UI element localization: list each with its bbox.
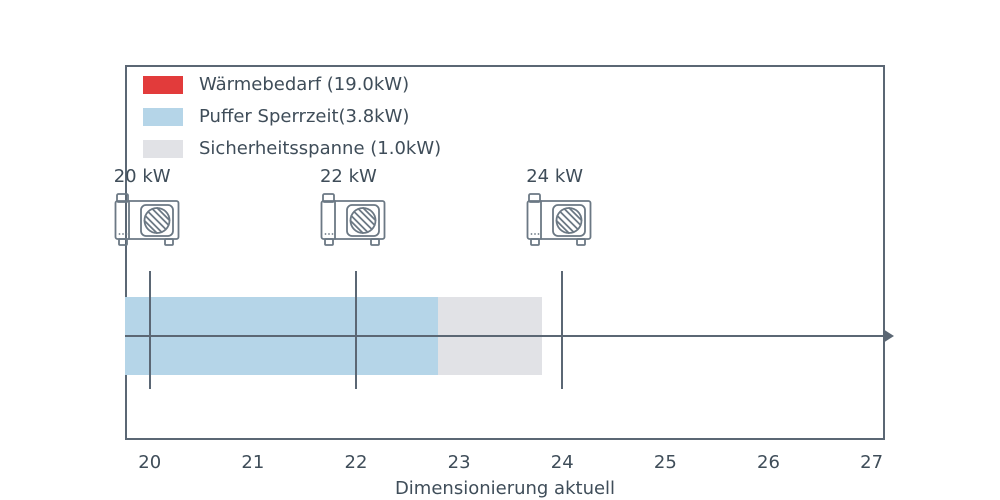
heat-pump-icon — [114, 193, 180, 246]
pump-size-marker-22kw — [354, 271, 357, 389]
heat-pump-icon — [526, 193, 592, 246]
x-tick-label-26: 26 — [757, 452, 780, 473]
heat-pump-24kw: 24 kW — [526, 166, 598, 248]
axis-arrow-head — [883, 329, 894, 343]
x-tick-label-24: 24 — [550, 452, 574, 473]
pump-size-marker-20kw — [148, 271, 151, 389]
x-tick-label-20: 20 — [138, 452, 162, 473]
legend-item-puffer-sperrzeit: Puffer Sperrzeit(3.8kW) — [143, 106, 441, 127]
legend-label-waermebedarf: Wärmebedarf (19.0kW) — [199, 74, 410, 95]
legend: Wärmebedarf (19.0kW) Puffer Sperrzeit(3.8… — [143, 74, 441, 159]
legend-label-puffer-sperrzeit: Puffer Sperrzeit(3.8kW) — [199, 106, 410, 127]
heat-pump-size-label-22kw: 22 kW — [319, 166, 377, 187]
legend-swatch-waermebedarf — [143, 75, 183, 94]
pump-size-marker-24kw — [561, 271, 564, 389]
x-tick-label-23: 23 — [447, 452, 471, 473]
heat-pump-20kw: 20 kW — [114, 166, 186, 248]
plot-area — [125, 65, 885, 440]
legend-item-sicherheitsspanne: Sicherheitsspanne (1.0kW) — [143, 138, 441, 159]
heat-pump-22kw: 22 kW — [320, 166, 392, 248]
legend-item-waermebedarf: Wärmebedarf (19.0kW) — [143, 74, 441, 95]
legend-swatch-sicherheitsspanne — [143, 139, 183, 158]
x-tick-label-21: 21 — [241, 452, 265, 473]
axis-arrow-line — [125, 335, 885, 337]
x-tick-label-27: 27 — [860, 452, 884, 473]
heat-pump-size-label-24kw: 24 kW — [526, 166, 584, 187]
legend-label-sicherheitsspanne: Sicherheitsspanne (1.0kW) — [199, 138, 442, 159]
heat-pump-icon — [320, 193, 386, 246]
legend-swatch-puffer-sperrzeit — [143, 107, 183, 126]
heat-pump-size-label-20kw: 20 kW — [113, 166, 171, 187]
x-axis-label: Dimensionierung aktuell — [394, 478, 616, 499]
x-tick-label-22: 22 — [344, 452, 368, 473]
x-tick-label-25: 25 — [653, 452, 677, 473]
